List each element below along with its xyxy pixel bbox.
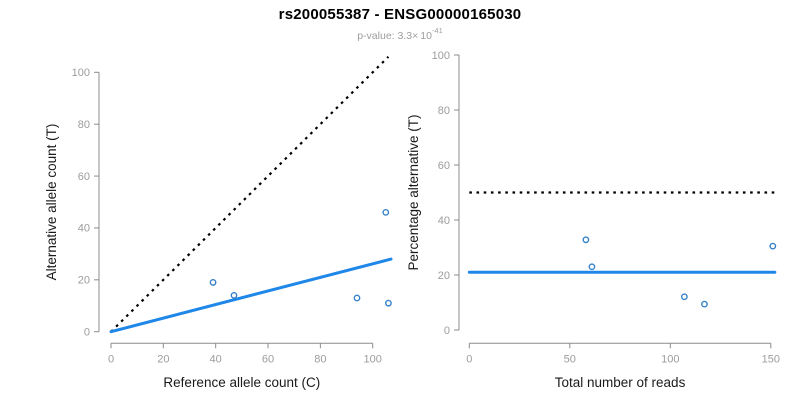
- right-scatter-plot: 0 50 100 150 0 20 40 60 80 100 Total number of rea…: [406, 50, 780, 390]
- pvalue-exponent: -41: [431, 26, 443, 35]
- y-tick-label: 20: [438, 270, 450, 282]
- x-tick-label: 40: [210, 353, 222, 365]
- y-tick-label: 80: [78, 119, 90, 131]
- x-tick-label: 150: [762, 353, 780, 365]
- x-axis-title: Total number of reads: [555, 375, 686, 390]
- data-point: [680, 293, 688, 301]
- y-tick-label: 60: [78, 171, 90, 183]
- data-point: [582, 236, 590, 244]
- data-point: [385, 299, 392, 307]
- chart-title: rs200055387 - ENSG00000165030: [278, 6, 522, 23]
- data-point: [701, 300, 708, 308]
- x-tick-label: 60: [262, 353, 274, 365]
- y-tick-label: 40: [438, 215, 450, 227]
- x-tick-label: 0: [466, 353, 472, 365]
- y-axis-title: Alternative allele count (T): [44, 124, 59, 281]
- chart-subtitle: p-value: 3.3× 10-41: [0, 26, 800, 42]
- data-point: [588, 263, 596, 271]
- y-tick-label: 0: [444, 325, 450, 337]
- identity-reference-line: [110, 55, 390, 333]
- x-tick-label: 50: [564, 353, 576, 365]
- data-point: [382, 208, 390, 216]
- data-point: [353, 294, 361, 302]
- y-tick-label: 100: [72, 67, 90, 79]
- chart-header: rs200055387 - ENSG00000165030 p-value: 3…: [0, 0, 800, 42]
- y-tick-label: 80: [438, 105, 450, 117]
- y-tick-label: 60: [438, 160, 450, 172]
- x-tick-label: 100: [661, 353, 679, 365]
- y-tick-label: 40: [78, 223, 90, 235]
- left-scatter-plot: 0 20 40 60 80 100 0 20 40 60 80 100 Reference allele…: [44, 55, 393, 390]
- x-tick-label: 20: [157, 353, 169, 365]
- data-point: [769, 242, 777, 250]
- x-tick-label: 80: [314, 353, 326, 365]
- x-tick-label: 0: [108, 353, 114, 365]
- y-axis-title: Percentage alternative (T): [406, 114, 421, 270]
- y-tick-label: 100: [432, 50, 450, 62]
- data-point: [209, 279, 217, 286]
- pvalue-prefix: p-value: 3.3×: [357, 30, 419, 42]
- y-tick-label: 20: [78, 275, 90, 287]
- x-tick-label: 100: [364, 353, 382, 365]
- data-point: [230, 291, 238, 299]
- pvalue-base: 10: [420, 30, 432, 42]
- y-tick-label: 0: [84, 327, 90, 339]
- fit-line: [109, 257, 393, 334]
- x-axis-title: Reference allele count (C): [163, 375, 320, 390]
